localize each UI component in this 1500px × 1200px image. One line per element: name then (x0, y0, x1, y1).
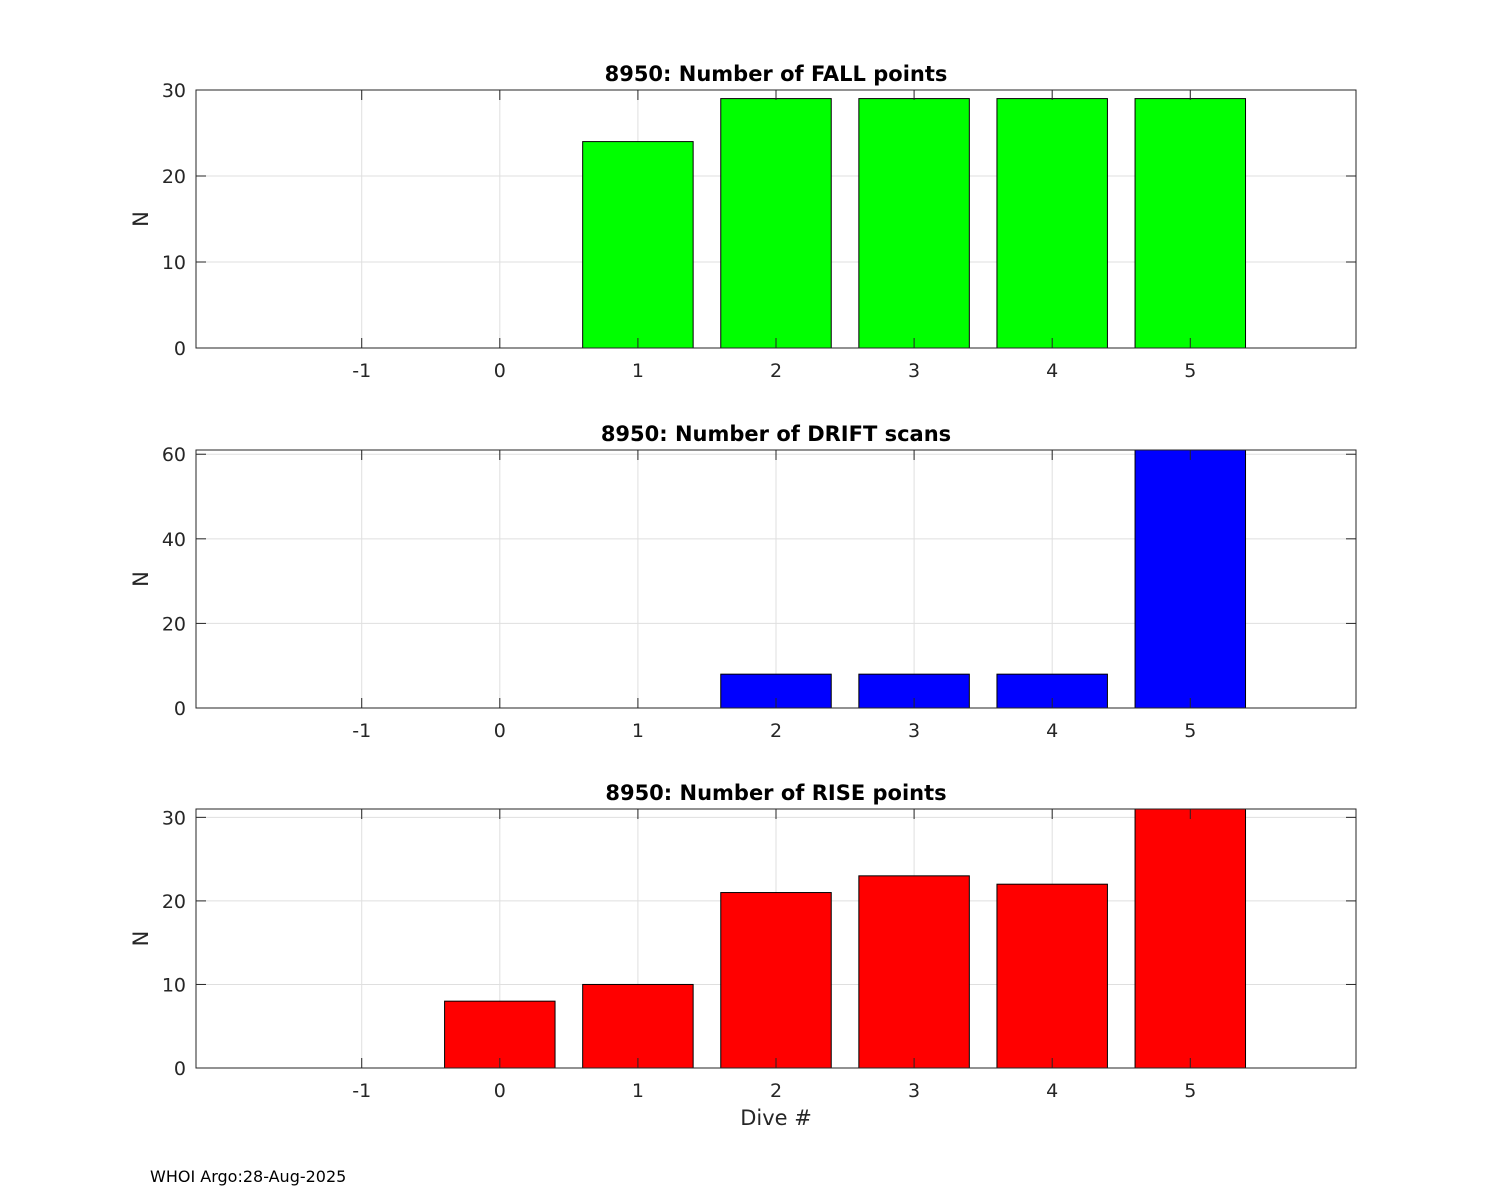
x-tick-label: 3 (908, 360, 920, 382)
chart-title: 8950: Number of DRIFT scans (601, 422, 951, 446)
x-tick-label: 4 (1046, 720, 1058, 742)
y-tick-label: 0 (174, 698, 186, 720)
bar (720, 892, 832, 1069)
bar (996, 883, 1108, 1069)
chart-panel-3: -1 0 1 2 3 4 5 0 10 20 30 8950: Number of RISE poin… (129, 781, 1357, 1130)
bar (444, 1000, 556, 1069)
y-tick-label: 10 (162, 974, 186, 996)
bar (1134, 98, 1247, 349)
x-tick-label: 2 (770, 1080, 782, 1102)
y-tick-label: 0 (174, 1058, 186, 1080)
x-tick-label: 3 (908, 1080, 920, 1102)
x-tick-label: -1 (352, 1080, 371, 1102)
x-tick-label: 2 (770, 360, 782, 382)
bar (1134, 449, 1247, 709)
x-tick-label: 1 (632, 1080, 644, 1102)
bar (858, 875, 970, 1069)
x-tick-label: 4 (1046, 360, 1058, 382)
x-tick-label: 0 (494, 1080, 506, 1102)
x-tick-label: -1 (352, 720, 371, 742)
chart-panel-1: -1 0 1 2 3 4 5 0 10 20 30 8950: Number of FALL poin… (129, 62, 1357, 382)
y-tick-label: 0 (174, 338, 186, 360)
chart-title: 8950: Number of FALL points (605, 62, 948, 86)
x-tick-label: 0 (494, 360, 506, 382)
y-axis-label: N (129, 931, 153, 947)
x-tick-label: 5 (1184, 720, 1196, 742)
y-tick-label: 20 (162, 891, 186, 913)
footer-text: WHOI Argo:28-Aug-2025 (150, 1167, 346, 1186)
y-tick-label: 10 (162, 252, 186, 274)
x-axis-label: Dive # (740, 1106, 812, 1130)
y-axis-label: N (129, 571, 153, 587)
y-axis-label: N (129, 211, 153, 227)
bar (1134, 808, 1247, 1069)
x-tick-label: -1 (352, 360, 371, 382)
x-tick-label: 3 (908, 720, 920, 742)
x-tick-label: 0 (494, 720, 506, 742)
x-tick-label: 5 (1184, 1080, 1196, 1102)
bar (996, 98, 1108, 349)
bar (858, 98, 970, 349)
chart-title: 8950: Number of RISE points (605, 781, 946, 805)
x-tick-label: 4 (1046, 1080, 1058, 1102)
x-tick-label: 5 (1184, 360, 1196, 382)
y-tick-label: 20 (162, 166, 186, 188)
y-tick-label: 30 (162, 807, 186, 829)
chart-panel-2: -1 0 1 2 3 4 5 0 20 40 60 8950: Number of DRIFT sca… (129, 422, 1357, 742)
bar (720, 98, 832, 349)
y-tick-label: 20 (162, 613, 186, 635)
x-tick-label: 2 (770, 720, 782, 742)
x-tick-label: 1 (632, 720, 644, 742)
x-tick-label: 1 (632, 360, 644, 382)
y-tick-label: 40 (162, 529, 186, 551)
bar (582, 983, 694, 1069)
bar (582, 141, 694, 349)
y-tick-label: 30 (162, 80, 186, 102)
y-tick-label: 60 (162, 444, 186, 466)
